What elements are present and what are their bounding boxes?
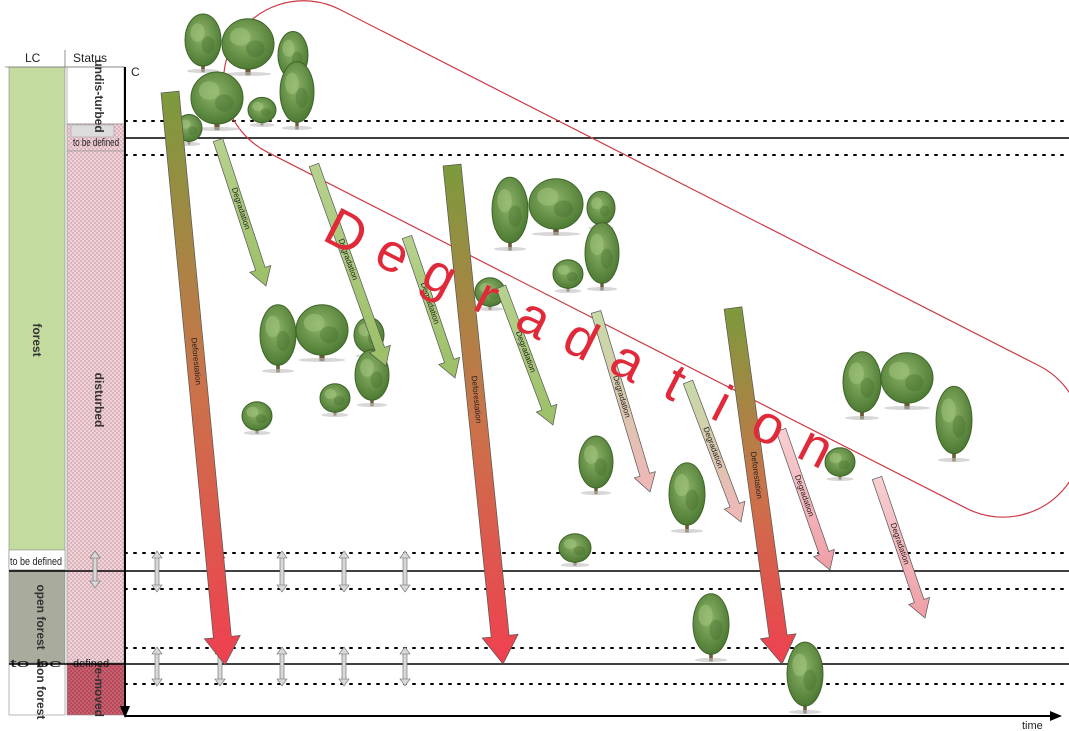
- tree-icon: [552, 259, 584, 293]
- degradation-arrow: Degradation: [212, 137, 272, 287]
- disturbed-label: disturbed: [92, 373, 106, 428]
- tree-icon: [319, 383, 351, 417]
- undisturbed-label: undis-turbed: [92, 59, 106, 132]
- y-axis-label: C: [131, 65, 140, 79]
- status-tbd-chip: [70, 124, 115, 138]
- non-forest-label: non forest: [34, 661, 48, 720]
- trees: [175, 13, 973, 714]
- tree-icon: [584, 222, 620, 291]
- double-arrow-icon: [338, 550, 350, 593]
- status-undisturbed-band: [66, 66, 125, 125]
- tree-icon: [241, 401, 273, 435]
- tree-icon: [528, 178, 584, 236]
- tree-icon: [221, 18, 275, 76]
- transition-arrows: DeforestationDeforestationDeforestationD…: [160, 90, 931, 666]
- double-arrow-icon: [338, 646, 350, 687]
- degradation-word: Degrada t i on: [315, 196, 843, 480]
- tree-icon: [354, 349, 390, 407]
- boundary-lines: [9, 120, 1069, 685]
- tree-icon: [786, 641, 824, 714]
- tree-icon: [578, 435, 614, 495]
- tree-icon: [880, 352, 934, 410]
- double-arrow-icon: [89, 550, 101, 589]
- double-arrow-icon: [276, 550, 288, 593]
- double-arrow-icon: [276, 646, 288, 687]
- tree-icon: [259, 304, 297, 373]
- lc-header: LC: [25, 51, 41, 65]
- double-arrow-icon: [151, 550, 163, 593]
- tree-icon: [558, 533, 592, 567]
- degradation-arrow: Degradation: [871, 475, 931, 619]
- status-header: Status: [73, 51, 107, 65]
- tree-icon: [190, 71, 244, 131]
- tree-icon: [935, 385, 973, 462]
- deforestation-arrow: Deforestation: [160, 90, 241, 666]
- degradation-band: [222, 0, 1069, 518]
- tree-icon: [668, 462, 706, 533]
- deforestation-arrow: Deforestation: [442, 163, 519, 665]
- double-arrow-icon: [399, 646, 411, 687]
- tree-icon: [279, 61, 315, 130]
- lc-forest-band: [8, 66, 66, 568]
- tree-icon: [491, 176, 529, 251]
- forest-label: forest: [30, 323, 44, 356]
- open-forest-label: open forest: [34, 584, 48, 649]
- axes: [120, 67, 1062, 721]
- tree-icon: [247, 96, 277, 127]
- tree-icon: [184, 13, 222, 73]
- deforestation-arrow: Deforestation: [723, 306, 797, 665]
- tree-icon: [692, 593, 730, 662]
- tbd-mid-label: to be defined: [10, 556, 62, 568]
- double-arrow-icon: [399, 550, 411, 593]
- x-axis-label: time: [1022, 720, 1043, 731]
- tree-icon: [474, 277, 506, 311]
- tree-icon: [824, 447, 856, 481]
- tbd-top-label: to be defined: [73, 137, 119, 149]
- tree-icon: [295, 304, 349, 362]
- tree-icon: [842, 351, 882, 420]
- lc-open-forest-band: [8, 569, 66, 664]
- lc-column: [8, 66, 66, 716]
- lc-non-forest-band: [8, 662, 66, 716]
- removed-label: re-moved: [92, 663, 106, 717]
- double-arrow-icon: [151, 646, 163, 687]
- status-removed-band: [66, 662, 125, 716]
